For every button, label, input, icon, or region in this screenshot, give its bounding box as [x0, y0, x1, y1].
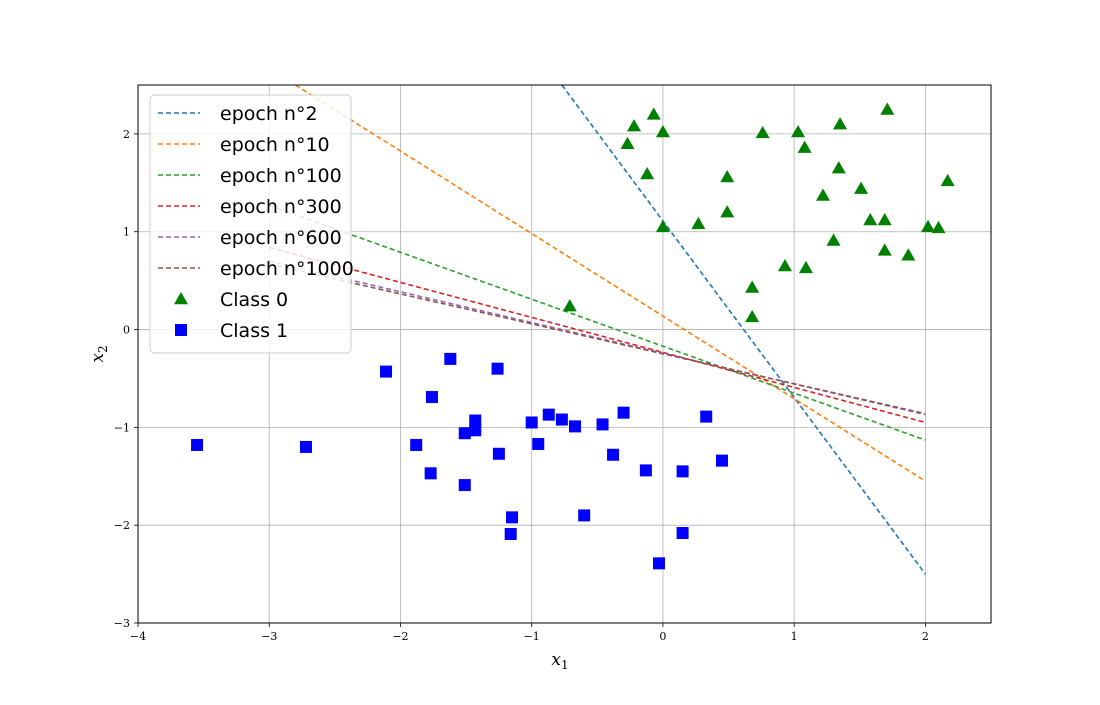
- class-1-point: [578, 509, 591, 522]
- class-1-point: [700, 410, 713, 423]
- legend-label: Class 0: [220, 289, 288, 311]
- class-0-point: [816, 188, 831, 201]
- class-0-point: [745, 309, 760, 323]
- decision-boundaries: [268, 85, 927, 575]
- class-1-point: [506, 511, 519, 524]
- class-1-point: [715, 454, 728, 467]
- class-0-point: [655, 219, 670, 233]
- class-1-point: [532, 437, 545, 450]
- class-0-point: [798, 260, 813, 274]
- class-1-point: [617, 406, 630, 419]
- class-0-point: [826, 233, 841, 246]
- class-1-point: [525, 416, 538, 429]
- legend-label: epoch n°600: [220, 227, 342, 249]
- class-0-point: [755, 125, 770, 139]
- y-tick-label: −1: [114, 421, 130, 434]
- class-1-point: [380, 365, 393, 378]
- x-axis-label: x1: [551, 650, 568, 672]
- class-0-point: [880, 102, 895, 115]
- legend-marker-swatch: [175, 324, 187, 336]
- boundary-line-3: [269, 246, 926, 424]
- class-0-point: [720, 205, 735, 218]
- y-axis-label: x2: [88, 345, 110, 362]
- x-tick-label: −4: [130, 630, 146, 643]
- class-1-point: [676, 527, 689, 540]
- class-1-point: [424, 467, 437, 480]
- class-0-point: [797, 140, 812, 153]
- legend-marker-swatch: [174, 292, 188, 305]
- class-0-point: [640, 167, 655, 180]
- class-0-point: [777, 258, 792, 272]
- class-0-point: [940, 173, 955, 187]
- class-0-point: [921, 219, 936, 233]
- class-0-point: [901, 248, 916, 261]
- x-tick-label: −1: [524, 630, 540, 643]
- class-0-point: [720, 169, 735, 183]
- class-0-point: [745, 280, 760, 293]
- class-0-point: [831, 161, 846, 174]
- class-1-point: [504, 527, 517, 540]
- legend-label: epoch n°300: [220, 196, 342, 218]
- class-0-point: [691, 216, 706, 230]
- boundary-line-0: [561, 85, 927, 575]
- class-1-point: [639, 464, 652, 477]
- legend-box: [149, 94, 352, 354]
- class-0-point: [620, 136, 635, 149]
- class-0-point: [863, 212, 878, 226]
- class-1-point: [491, 362, 504, 375]
- class-1-point: [555, 413, 568, 426]
- x-tick-label: 1: [791, 630, 798, 643]
- class-1-point: [410, 438, 423, 451]
- class-1-point: [676, 465, 689, 478]
- class-0-point: [562, 299, 577, 312]
- data-points: [191, 102, 955, 570]
- legend-label: epoch n°1000: [220, 258, 354, 280]
- legend-label: epoch n°100: [220, 165, 342, 187]
- boundary-line-1: [295, 85, 926, 482]
- y-tick-label: 1: [123, 226, 130, 239]
- legend: epoch n°2 epoch n°10 epoch n°100 epoch n°30…: [149, 94, 354, 354]
- class-0-point: [791, 124, 806, 138]
- boundary-line-2: [268, 204, 926, 441]
- y-tick-label: 2: [123, 128, 130, 141]
- class-0-point: [877, 212, 892, 226]
- class-1-point: [469, 424, 482, 437]
- y-tick-label: −3: [114, 617, 130, 630]
- class-1-point: [299, 440, 312, 453]
- class-1-point: [458, 427, 471, 440]
- class-0-point: [646, 107, 661, 120]
- class-0-point: [877, 243, 892, 256]
- class-1-point: [469, 414, 482, 427]
- class-1-point: [458, 479, 471, 492]
- y-tick-label: −2: [114, 519, 130, 532]
- class-1-point: [444, 352, 457, 365]
- class-0-point: [833, 117, 848, 130]
- x-tick-label: −3: [261, 630, 277, 643]
- x-tick-label: 2: [922, 630, 929, 643]
- legend-label: epoch n°2: [220, 103, 318, 125]
- y-tick-label: 0: [123, 324, 130, 337]
- plot-frame: [137, 84, 992, 624]
- class-0-point: [655, 124, 670, 138]
- class-1-point: [542, 408, 555, 421]
- x-tick-label: −2: [392, 630, 408, 643]
- class-1-point: [652, 557, 665, 570]
- legend-label: Class 1: [220, 320, 288, 342]
- legend-label: epoch n°10: [220, 134, 330, 156]
- class-1-point: [607, 448, 620, 461]
- class-1-point: [425, 391, 438, 404]
- class-1-point: [568, 420, 581, 433]
- x-tick-label: 0: [659, 630, 666, 643]
- boundary-line-5: [269, 263, 926, 415]
- class-0-point: [854, 181, 869, 194]
- class-1-point: [191, 438, 204, 451]
- class-1-point: [596, 418, 609, 431]
- class-1-point: [492, 447, 505, 460]
- class-0-point: [627, 119, 642, 132]
- class-0-point: [931, 220, 946, 234]
